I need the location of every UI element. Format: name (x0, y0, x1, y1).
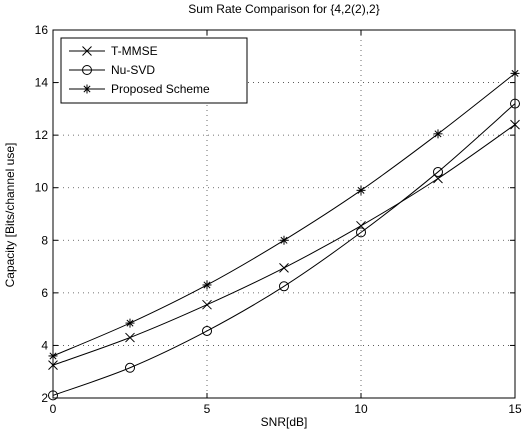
data-point (202, 299, 212, 310)
marker-stroke (125, 332, 135, 343)
y-tick-label: 2 (41, 391, 48, 405)
series-t-mmse (48, 119, 520, 370)
marker-stroke (203, 281, 211, 289)
data-point (279, 281, 289, 292)
marker-stroke (511, 69, 519, 77)
data-point (356, 185, 366, 195)
marker-stroke (83, 85, 91, 93)
data-point (48, 390, 58, 401)
data-point (510, 119, 520, 130)
legend-item: Proposed Scheme (69, 82, 210, 96)
marker-stroke (357, 186, 365, 194)
x-axis-label: SNR[dB] (261, 415, 308, 429)
y-tick-label: 12 (35, 128, 49, 142)
data-point (510, 68, 520, 78)
data-point (433, 166, 443, 177)
series-nu-svd (48, 98, 520, 401)
legend-marker (82, 84, 92, 94)
series-group (48, 68, 520, 401)
axes (52, 29, 516, 399)
x-tick-label: 0 (50, 402, 57, 416)
data-point (279, 235, 289, 245)
tick-labels: 0 5 10 15 2 4 6 8 10 12 14 16 (35, 23, 522, 416)
y-tick-label: 16 (35, 23, 49, 37)
y-tick-label: 6 (41, 286, 48, 300)
data-point (510, 98, 520, 109)
legend-item: T-MMSE (69, 44, 158, 58)
legend-marker (82, 65, 92, 75)
y-tick-label: 10 (35, 181, 49, 195)
data-point (202, 325, 212, 336)
marker-stroke (510, 119, 520, 130)
legend-marker (82, 46, 92, 56)
marker-stroke (280, 236, 288, 244)
legend-label: T-MMSE (111, 44, 158, 58)
y-tick-label: 8 (41, 233, 48, 247)
data-point (125, 332, 135, 343)
data-point (356, 227, 366, 238)
marker-stroke (82, 46, 92, 56)
y-tick-label: 4 (41, 338, 48, 352)
marker-stroke (434, 130, 442, 138)
data-point (433, 129, 443, 139)
y-tick-label: 14 (35, 76, 49, 90)
data-point (48, 351, 58, 361)
legend-item: Nu-SVD (69, 63, 155, 77)
legend: T-MMSE Nu-SVD Proposed Scheme (60, 37, 248, 104)
plot-frame (52, 29, 516, 399)
chart-title: Sum Rate Comparison for {4,2(2),2} (188, 2, 379, 16)
y-axis-label: Capacity [Bits/channel use] (3, 143, 17, 288)
series-proposed-scheme (48, 68, 520, 361)
series-line (52, 103, 516, 396)
data-point (202, 280, 212, 290)
data-point (125, 318, 135, 328)
data-point (125, 362, 135, 373)
marker-stroke (49, 352, 57, 360)
data-point (48, 360, 58, 370)
marker-stroke (279, 263, 289, 273)
x-tick-label: 10 (354, 402, 368, 416)
legend-label: Nu-SVD (111, 63, 155, 77)
marker-stroke (126, 319, 134, 327)
marker-stroke (48, 360, 58, 370)
x-tick-label: 5 (204, 402, 211, 416)
data-point (279, 263, 289, 273)
marker-stroke (202, 299, 212, 310)
x-tick-label: 15 (508, 402, 522, 416)
legend-label: Proposed Scheme (111, 82, 210, 96)
